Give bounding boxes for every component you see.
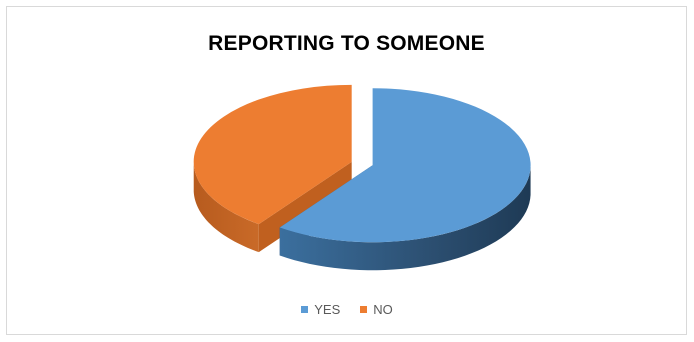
legend-swatch-no: [360, 306, 368, 313]
legend-item-yes: YES: [301, 302, 340, 317]
legend-swatch-yes: [301, 306, 309, 313]
slice-no: [193, 84, 352, 225]
chart-area: REPORTING TO SOMEONE: [6, 6, 687, 335]
slice-no-side: [193, 163, 259, 253]
chart-title: REPORTING TO SOMEONE: [208, 32, 485, 55]
slice-yes: [279, 88, 531, 243]
legend-item-no: NO: [360, 302, 393, 317]
legend-label-no: NO: [373, 302, 393, 317]
slice-yes-side: [279, 166, 531, 271]
legend: YES NO: [0, 302, 694, 317]
legend-label-yes: YES: [314, 302, 341, 317]
